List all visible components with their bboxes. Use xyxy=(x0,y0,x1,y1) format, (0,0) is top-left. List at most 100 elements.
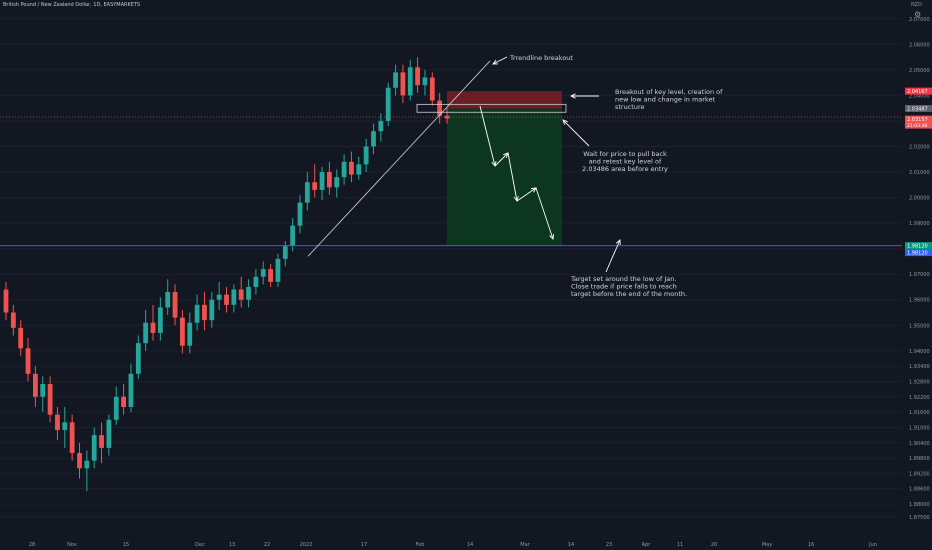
time-tick-label: Jun xyxy=(868,542,877,548)
candle-body xyxy=(194,304,200,323)
price-tick-label: 1.89200 xyxy=(909,471,930,477)
candle-body xyxy=(334,177,340,188)
target-line-price-label-bg xyxy=(905,249,932,257)
price-tick-label: 1.96000 xyxy=(909,298,930,304)
candle-body xyxy=(143,322,149,344)
candle-body xyxy=(69,422,75,453)
stop-price-label-bg xyxy=(905,87,932,95)
time-tick-label: 16 xyxy=(808,542,814,548)
forecast-leg-4[interactable] xyxy=(516,187,537,202)
candle-body xyxy=(25,348,31,374)
breakout-note-line: new low and change in market xyxy=(615,96,715,104)
current-price-label-bg xyxy=(905,115,932,129)
candles[interactable] xyxy=(3,57,450,492)
time-tick-label: Nov xyxy=(67,542,77,548)
candle-body xyxy=(224,294,229,305)
time-tick-label: Feb xyxy=(416,542,425,548)
trendline-label-arrow[interactable] xyxy=(492,56,508,65)
time-tick-label: Dec xyxy=(195,542,205,548)
time-tick-label: 20 xyxy=(711,542,717,548)
time-tick-label: 23 xyxy=(606,542,612,548)
current-price-label: 2.03157 xyxy=(907,117,928,123)
candle-body xyxy=(260,269,266,277)
price-tick-label: 2.06000 xyxy=(909,42,930,48)
candle-body xyxy=(106,419,112,448)
candle-body xyxy=(422,77,428,86)
candle-body xyxy=(268,269,273,282)
candle-body xyxy=(3,289,9,313)
price-tick-label: 1.95000 xyxy=(909,323,930,329)
key-level-box[interactable] xyxy=(416,103,567,113)
price-tick-label: 1.91600 xyxy=(909,410,930,416)
price-tick-label: 1.91000 xyxy=(909,425,930,431)
price-tick-label: 1.93400 xyxy=(909,364,930,370)
price-axis[interactable]: 2.070002.060002.050002.040002.030002.020… xyxy=(902,0,932,550)
candle-body xyxy=(172,292,178,318)
candle-body xyxy=(202,304,207,321)
candle-body xyxy=(135,343,141,374)
candle-body xyxy=(55,414,60,430)
drawings[interactable]: Trrendline breakout Breakout of key level… xyxy=(0,54,902,298)
price-tick-label: 2.04000 xyxy=(909,93,930,99)
stop-price-label: 2.04167 xyxy=(907,89,928,95)
price-tick-label: 2.00000 xyxy=(909,196,930,202)
symbol-title: British Pound / New Zealand Dollar, 1D, … xyxy=(3,2,141,8)
time-tick-label: 22 xyxy=(264,542,270,548)
candle-body xyxy=(385,87,391,121)
price-tick-label: 1.94000 xyxy=(909,349,930,355)
candle-body xyxy=(84,460,90,469)
candle-body xyxy=(349,161,354,175)
target-arrow[interactable] xyxy=(605,239,621,273)
candle-body xyxy=(180,317,185,346)
time-tick-label: May xyxy=(762,542,772,548)
price-tick-label: 1.92200 xyxy=(909,395,930,401)
price-tick-label: 1.92800 xyxy=(909,379,930,385)
candle-body xyxy=(341,161,347,178)
gear-icon[interactable]: ⚙ xyxy=(914,10,922,19)
grid xyxy=(0,18,902,518)
target-note-line: Target set around the low of Jan. xyxy=(570,275,676,283)
price-tick-label: 1.99000 xyxy=(909,221,930,227)
candle-body xyxy=(253,276,259,287)
stop-loss-zone xyxy=(447,91,562,109)
trendline[interactable] xyxy=(307,60,491,257)
time-tick-label: Apr xyxy=(642,542,652,548)
forecast-leg-3[interactable] xyxy=(507,152,518,202)
target-line-price-label: 1.98120 xyxy=(907,251,928,257)
candle-body xyxy=(113,396,119,420)
trendline-label-arrow-head xyxy=(492,59,499,65)
entry-arrow[interactable] xyxy=(562,119,590,147)
time-tick-label: 17 xyxy=(361,542,367,548)
forecast-leg-2[interactable] xyxy=(494,152,509,167)
candle-body xyxy=(400,72,406,96)
candle-body xyxy=(91,435,97,461)
take-profit-zone xyxy=(447,108,562,246)
candle-body xyxy=(238,289,244,300)
candle-body xyxy=(319,172,325,190)
trendline-label: Trrendline breakout xyxy=(509,54,573,62)
price-tick-label: 1.87500 xyxy=(909,515,930,521)
candle-body xyxy=(33,373,38,397)
time-axis[interactable]: 28 Nov 15 Dec 13 22 2022 17 Feb 14 Mar 14 23 Apr 11 20 M… xyxy=(29,542,877,548)
price-tick-label: 2.07000 xyxy=(909,17,930,23)
price-tick-label: 1.88000 xyxy=(909,502,930,508)
candle-body xyxy=(378,120,384,132)
price-tick-label: 1.90400 xyxy=(909,441,930,447)
candle-body xyxy=(363,146,369,165)
currency-label: NZD xyxy=(911,2,923,8)
candle-body xyxy=(290,225,296,247)
time-tick-label: 28 xyxy=(29,542,35,548)
candle-body xyxy=(312,182,318,190)
forecast-leg-5-head xyxy=(549,233,555,240)
price-tick-label: 2.01000 xyxy=(909,170,930,176)
breakout-arrow-head xyxy=(569,93,576,99)
candle-body xyxy=(10,312,16,328)
time-tick-label: 11 xyxy=(677,542,683,548)
candle-body xyxy=(437,100,443,116)
forecast-leg-5[interactable] xyxy=(535,187,554,240)
candle-body xyxy=(209,299,215,321)
candle-body xyxy=(231,289,237,305)
forecast-leg-1[interactable] xyxy=(479,105,496,167)
entry-note-line: Wait for price to pull back xyxy=(583,150,667,158)
